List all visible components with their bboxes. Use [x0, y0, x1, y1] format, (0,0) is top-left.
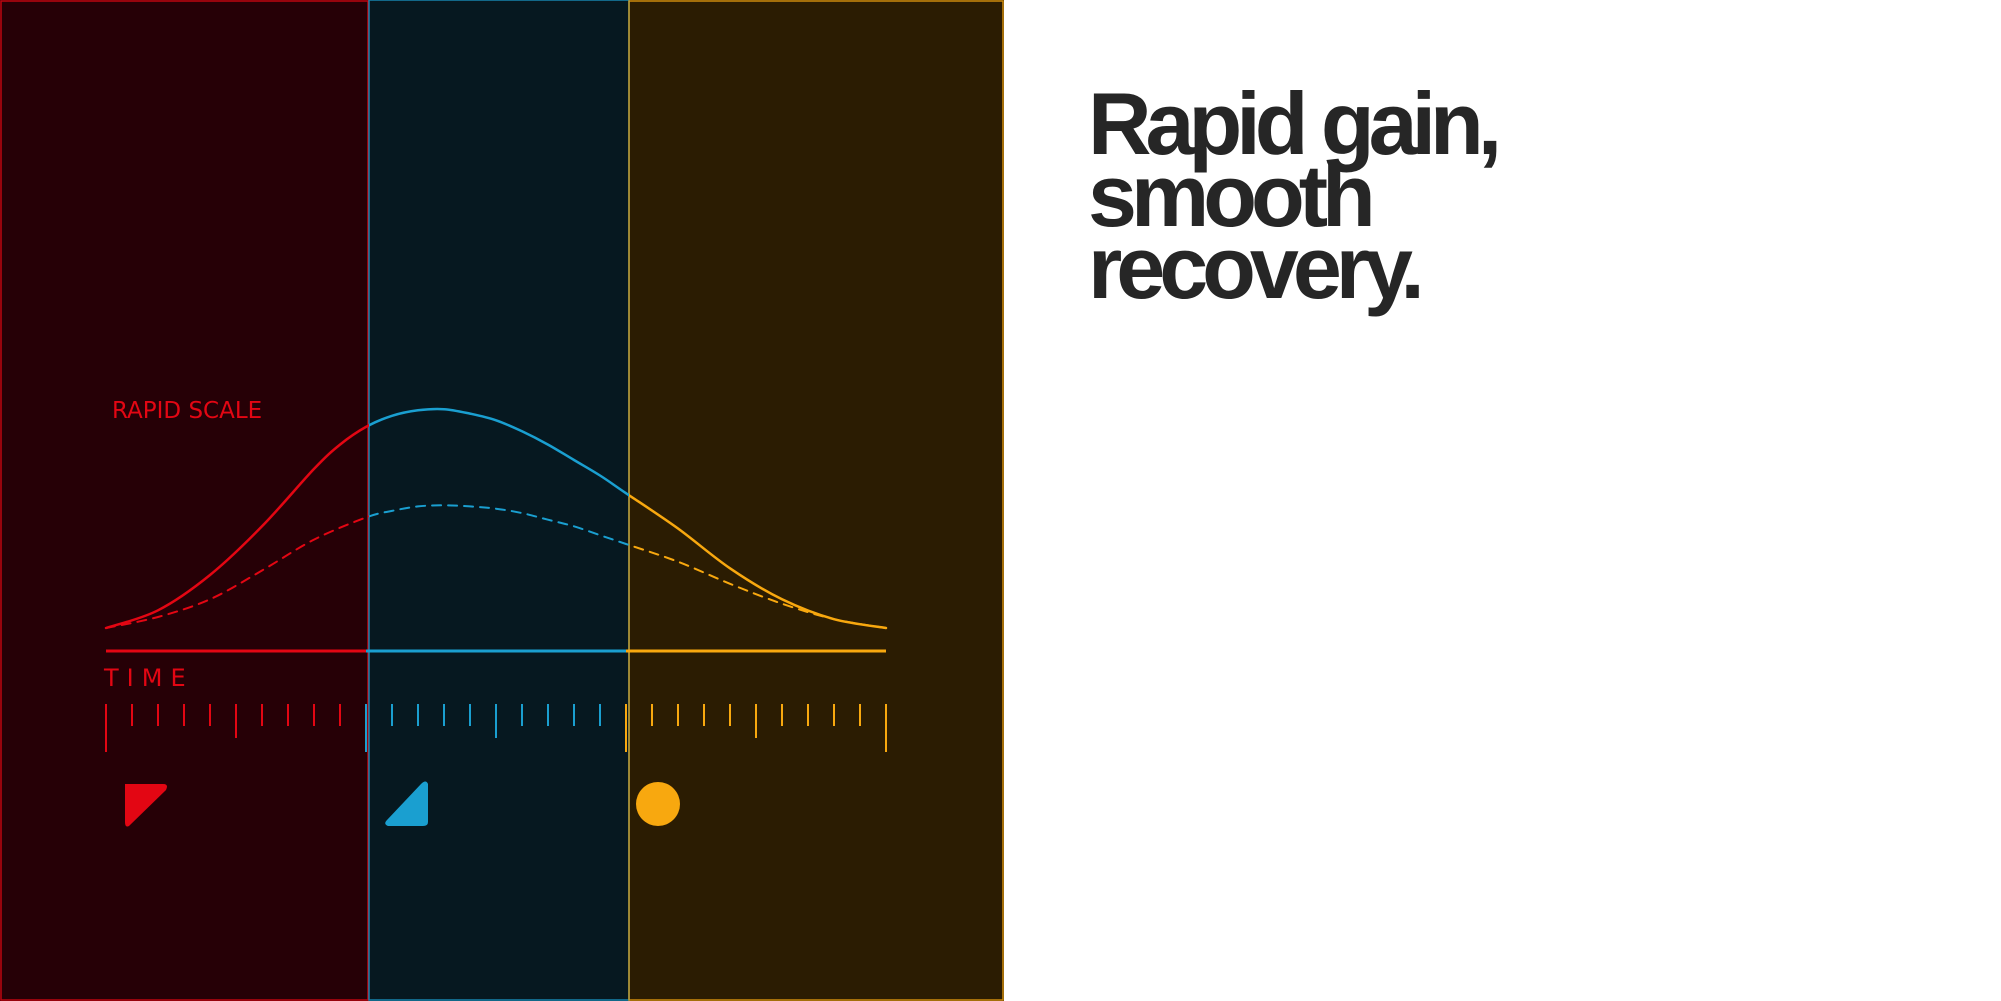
phase-2-background — [369, 0, 629, 1001]
headline-line-3: recovery. — [1088, 218, 1425, 317]
phase-1-border — [0, 0, 369, 1001]
headline-line-1: Rapid gain, — [1088, 74, 1502, 173]
phase-3-border — [628, 0, 1004, 1001]
blue-wedge-icon — [385, 781, 428, 826]
headline-line-2: smooth — [1088, 146, 1376, 245]
dashed-curve-phase-2 — [369, 504, 629, 547]
solid-curve-phase-1 — [104, 423, 369, 630]
solid-curve-phase-2 — [369, 407, 629, 497]
red-wedge-icon — [125, 784, 167, 827]
time-axis-label: TIME — [103, 664, 194, 692]
dashed-curve-phase-1 — [105, 515, 369, 629]
rapid-scale-label: RAPID SCALE — [112, 398, 262, 424]
headline: Rapid gain, smooth recovery. — [1088, 74, 1948, 317]
orange-circle-icon — [636, 782, 680, 826]
solid-curve-phase-3 — [629, 493, 888, 630]
phase-3-background — [629, 0, 1004, 1001]
chart-panel: RAPID SCALE TIME — [0, 0, 1004, 1001]
recovery-chart: RAPID SCALE TIME — [0, 0, 1004, 1001]
dashed-curve-phase-3 — [629, 543, 887, 629]
phase-1-background — [0, 0, 369, 1001]
